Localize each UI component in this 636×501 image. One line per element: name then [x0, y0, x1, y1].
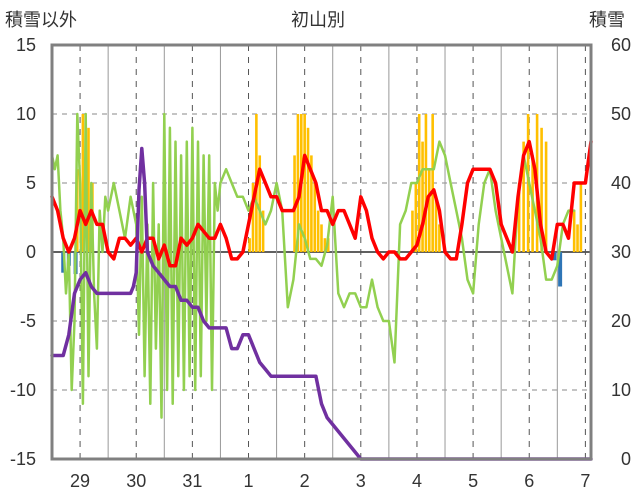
precip-bar — [323, 238, 327, 252]
precip-bar — [517, 183, 521, 252]
chart-title: 初山別 — [291, 10, 345, 30]
precip-bar — [306, 127, 310, 252]
precip-bar — [303, 114, 306, 252]
negative-bar — [558, 252, 563, 287]
x-tick-label: 7 — [580, 471, 590, 491]
precip-bar — [428, 169, 431, 252]
precip-bar — [434, 196, 438, 252]
left-tick-label: -5 — [20, 311, 36, 331]
right-tick-label: 40 — [611, 173, 631, 193]
left-axis-title: 積雪以外 — [5, 10, 77, 30]
right-tick-label: 10 — [611, 380, 631, 400]
left-tick-label: 5 — [26, 173, 36, 193]
precip-bar — [313, 183, 317, 252]
precip-bar — [310, 155, 313, 252]
precip-bar — [544, 141, 548, 252]
x-tick-label: 5 — [468, 471, 478, 491]
precip-bar — [579, 183, 583, 252]
left-tick-label: -10 — [10, 380, 36, 400]
right-tick-label: 50 — [611, 104, 631, 124]
left-tick-label: 10 — [16, 104, 36, 124]
right-tick-label: 60 — [611, 35, 631, 55]
precip-bar — [316, 210, 320, 252]
precip-bar — [296, 114, 300, 252]
x-tick-label: 31 — [182, 471, 202, 491]
precip-bar — [576, 224, 579, 252]
precip-bar — [81, 114, 85, 252]
right-tick-label: 20 — [611, 311, 631, 331]
red-series-line — [50, 139, 593, 268]
right-axis-title: 積雪 — [589, 10, 625, 30]
precip-bar — [438, 224, 441, 252]
x-tick-labels: 29 30 31 1 2 3 4 5 6 7 — [70, 471, 590, 491]
precip-bar — [75, 169, 79, 252]
x-tick-label: 30 — [126, 471, 146, 491]
precip-bar — [87, 127, 90, 252]
x-tick-label: 2 — [300, 471, 310, 491]
right-tick-labels: 60 50 40 30 20 10 0 — [611, 35, 631, 469]
precip-bar — [248, 238, 251, 252]
x-tick-label: 4 — [412, 471, 422, 491]
precip-bar — [320, 224, 323, 252]
left-tick-labels: 15 10 5 0 -5 -10 -15 — [10, 35, 36, 469]
precip-bar — [572, 210, 576, 252]
precip-bar — [414, 183, 418, 252]
precip-bar — [540, 127, 543, 252]
green-series-line — [50, 112, 576, 419]
snow-depth-line — [50, 146, 593, 461]
precip-bar — [522, 141, 525, 252]
precip-bar — [431, 114, 434, 252]
x-tick-label: 29 — [70, 471, 90, 491]
right-tick-label: 0 — [621, 449, 631, 469]
x-tick-label: 1 — [244, 471, 254, 491]
precip-bar — [261, 210, 265, 252]
left-tick-label: 0 — [26, 242, 36, 262]
x-tick-label: 3 — [356, 471, 366, 491]
left-tick-label: 15 — [16, 35, 36, 55]
left-tick-label: -15 — [10, 449, 36, 469]
precip-bar — [424, 114, 428, 252]
right-tick-label: 30 — [611, 242, 631, 262]
precip-bar — [421, 141, 424, 252]
line-series — [50, 112, 593, 461]
x-tick-label: 6 — [524, 471, 534, 491]
precip-bar — [258, 155, 262, 252]
precip-bar — [411, 210, 414, 252]
precip-bar — [417, 114, 421, 252]
negative-bar — [552, 252, 557, 261]
precip-bar — [251, 183, 255, 252]
plot-frame — [50, 43, 593, 461]
